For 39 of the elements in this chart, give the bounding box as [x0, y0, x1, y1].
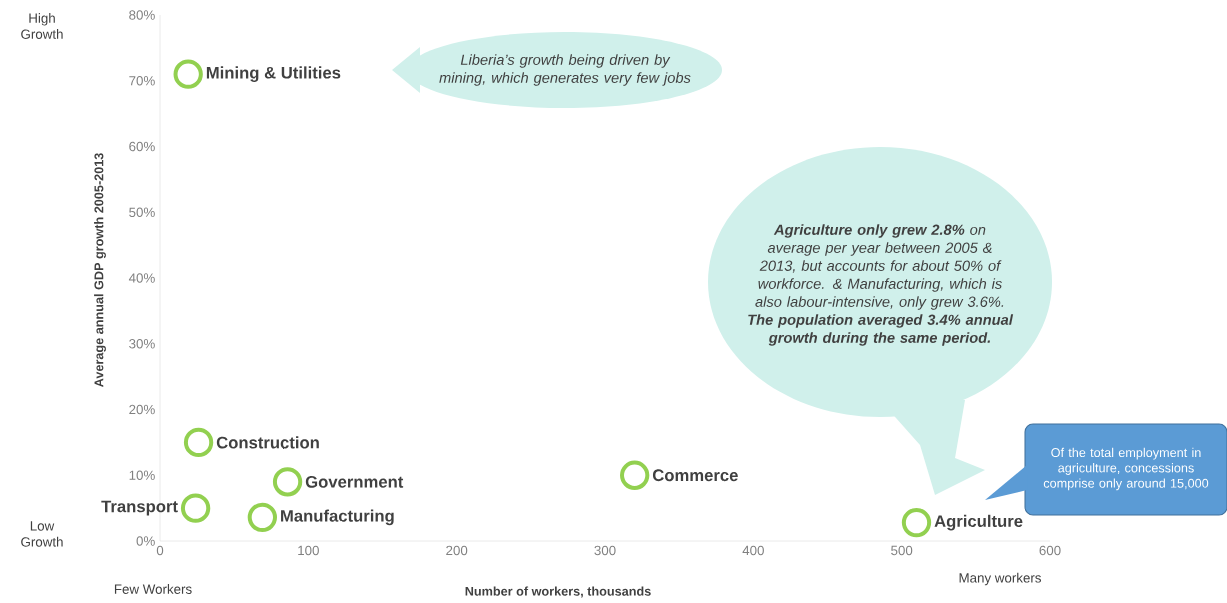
- text: Low Growth: [21, 521, 63, 547]
- data-label: Manufacturing: [281, 509, 394, 526]
- x-tick-label: 300: [594, 545, 616, 556]
- annotation: Liberia’s growth being driven by mining, which generates very few jobs: [439, 54, 691, 86]
- y-tick-label: 50%: [129, 207, 155, 217]
- x-axis-title: Number of workers, thousands: [465, 586, 651, 598]
- point: [183, 427, 214, 458]
- data-label: Construction: [216, 436, 319, 449]
- x-tick-label: 200: [446, 545, 468, 556]
- y-tick-label: 20%: [129, 404, 155, 415]
- y-tick-label: 30%: [129, 339, 155, 349]
- data-label: Commerce: [652, 469, 738, 482]
- y-tick-label: 60%: [129, 141, 155, 152]
- data-label: Government: [305, 475, 404, 488]
- x-tick-label: 400: [742, 545, 764, 556]
- x-tick-label: 600: [1039, 545, 1061, 556]
- y-tick-label: 40%: [128, 273, 155, 283]
- point: [180, 493, 211, 523]
- y-axis-title: Average annual GDP growth 2005-2013: [94, 153, 106, 388]
- y-tick-label: 10%: [129, 470, 155, 480]
- point: [173, 59, 203, 89]
- point: [620, 460, 650, 490]
- point: [272, 467, 303, 497]
- y-tick-label: 80%: [129, 10, 155, 20]
- y-tick-label: 0%: [136, 536, 155, 546]
- text: Many workers: [959, 572, 1042, 586]
- y-tick-label: 70%: [129, 76, 155, 86]
- annotation: Of the total employment in agriculture, concessions comprise only around 15,000: [1043, 447, 1209, 491]
- x-tick-label: 0: [156, 545, 164, 556]
- text: Few Workers: [114, 584, 192, 594]
- annotation: Agriculture only grew 2.8% on average per year between 2005 & 2013, but accounts for about 50% of workforce. & Manufacturing, which is also labour-intensive, only grew 3.6%. The population averaged 3.4% annual growth during the same period.: [748, 224, 1014, 346]
- point: [247, 502, 278, 532]
- data-label: Transport: [101, 500, 178, 516]
- text: High Growth: [21, 13, 63, 39]
- point: [901, 507, 932, 538]
- x-tick-label: 100: [298, 545, 319, 556]
- data-label: Mining & Utilities: [206, 66, 341, 82]
- x-tick-label: 500: [891, 545, 913, 556]
- data-label: Agriculture: [934, 514, 1023, 531]
